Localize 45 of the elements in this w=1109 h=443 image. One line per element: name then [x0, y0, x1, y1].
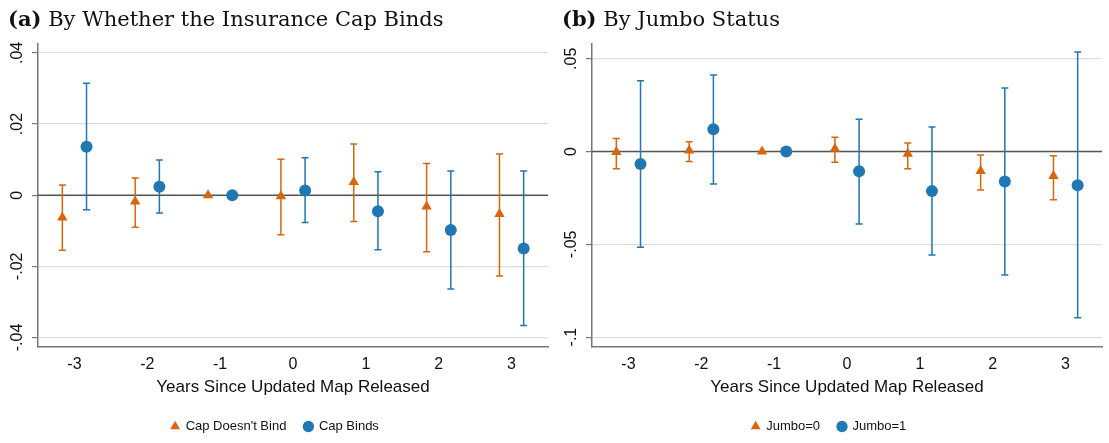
x-tick-label: 0 — [842, 355, 852, 373]
x-tick-label: 3 — [1061, 355, 1071, 373]
legend-label: Jumbo=1 — [852, 418, 907, 434]
y-tick-label: 0 — [562, 147, 580, 157]
chart-title: (b) By Jumbo Status — [561, 5, 781, 33]
x-tick-label: 0 — [288, 355, 298, 373]
y-tick-label: .04 — [8, 41, 26, 65]
x-tick-label: 1 — [361, 355, 371, 373]
y-tick-label: -.04 — [8, 323, 26, 352]
x-tick-label: 2 — [434, 355, 444, 373]
legend-label: Cap Binds — [318, 418, 380, 434]
point — [299, 184, 312, 197]
x-tick-label: 2 — [988, 355, 998, 373]
point — [80, 140, 93, 153]
point — [153, 180, 166, 193]
chart-title: (a) By Whether the Insurance Cap Binds — [7, 5, 445, 33]
point — [130, 195, 141, 205]
x-tick-label: -3 — [621, 355, 636, 373]
x-tick-label: 1 — [915, 355, 925, 373]
x-axis-title: Years Since Updated Map Released — [710, 377, 984, 397]
y-tick-label: .05 — [562, 47, 580, 70]
x-tick-label: -2 — [694, 355, 709, 373]
point — [517, 242, 530, 255]
point — [202, 189, 214, 199]
y-tick-label: -.05 — [562, 230, 580, 259]
x-tick-label: -2 — [140, 355, 155, 373]
point — [348, 176, 359, 186]
x-tick-label: -1 — [213, 355, 228, 373]
point — [226, 189, 239, 202]
point — [57, 211, 68, 221]
y-tick-label: .02 — [8, 112, 26, 136]
point — [444, 224, 457, 237]
y-tick-label: -.1 — [562, 327, 580, 347]
legend-label: Jumbo=0 — [766, 418, 820, 434]
x-tick-label: 3 — [507, 355, 517, 373]
x-tick-label: -1 — [767, 355, 782, 373]
legend-label: Cap Doesn't Bind — [185, 418, 287, 434]
x-tick-label: -3 — [67, 355, 82, 373]
point — [275, 190, 287, 200]
x-axis-title: Years Since Updated Map Released — [156, 377, 430, 397]
point — [371, 205, 384, 218]
y-tick-label: 0 — [8, 190, 26, 200]
point — [421, 200, 432, 210]
y-tick-label: -.02 — [8, 252, 26, 281]
point — [494, 208, 505, 218]
